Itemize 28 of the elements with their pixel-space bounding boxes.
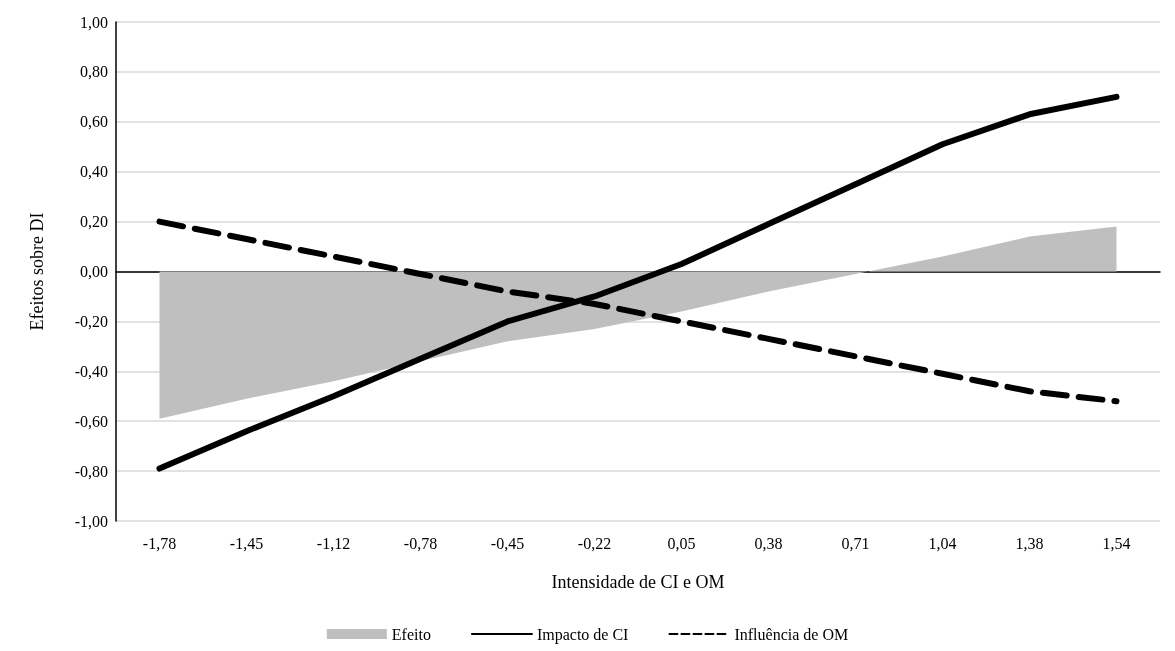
y-tick-label: 0,80	[80, 63, 108, 81]
x-tick-label: 0,05	[667, 534, 696, 552]
legend-label: Efeito	[391, 625, 431, 643]
y-tick-label: 0,00	[80, 263, 108, 280]
x-tick-label: -0,22	[577, 534, 612, 552]
y-tick-label: 1,00	[80, 13, 108, 31]
y-tick-label: -0,80	[74, 462, 108, 480]
x-tick-label: -0,45	[490, 534, 525, 552]
x-tick-label: -1,45	[229, 534, 264, 552]
y-tick-label: -1,00	[74, 512, 108, 530]
y-tick-label: 0,20	[80, 213, 108, 231]
x-tick-label: 1,38	[1015, 534, 1044, 552]
x-tick-label: 0,38	[754, 534, 783, 552]
x-tick-label: 1,04	[928, 534, 957, 552]
y-tick-label: 0,60	[80, 113, 108, 131]
y-axis-title: Efeitos sobre DI	[27, 212, 47, 331]
x-axis-title: Intensidade de CI e OM	[551, 572, 725, 592]
y-tick-label: 0,40	[80, 163, 108, 181]
x-tick-label: -1,78	[142, 534, 177, 552]
x-tick-label: 0,71	[841, 534, 870, 552]
y-tick-label: -0,60	[74, 412, 108, 430]
legend-label: Impacto de CI	[536, 625, 629, 644]
x-tick-label: 1,54	[1102, 534, 1131, 552]
x-tick-label: -0,78	[403, 534, 438, 552]
y-tick-label: -0,40	[74, 362, 108, 380]
legend-label: Influência de OM	[734, 625, 849, 643]
x-tick-label: -1,12	[316, 534, 351, 552]
y-tick-label: -0,20	[74, 312, 108, 330]
